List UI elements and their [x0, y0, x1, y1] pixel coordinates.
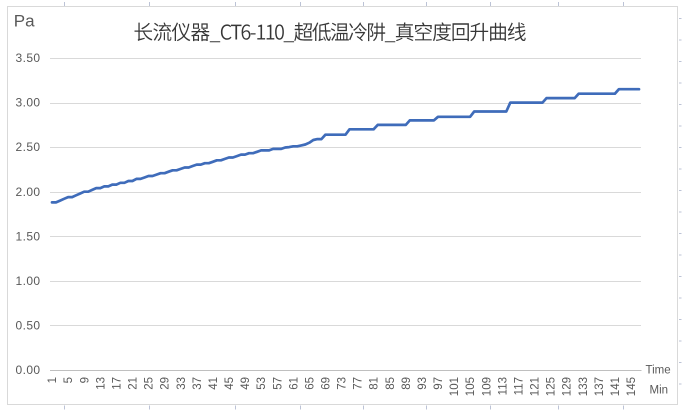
svg-text:61: 61: [288, 377, 300, 390]
svg-text:121: 121: [530, 377, 542, 396]
svg-text:0.00: 0.00: [16, 363, 41, 377]
svg-text:97: 97: [433, 377, 445, 390]
svg-text:145: 145: [626, 377, 638, 396]
svg-text:57: 57: [272, 377, 284, 390]
svg-text:1.50: 1.50: [16, 229, 41, 243]
svg-text:85: 85: [385, 377, 397, 390]
svg-text:3.00: 3.00: [16, 96, 41, 110]
svg-text:2.50: 2.50: [16, 140, 41, 154]
svg-text:49: 49: [240, 377, 252, 390]
svg-text:13: 13: [95, 377, 107, 390]
svg-text:105: 105: [465, 377, 477, 396]
svg-text:109: 109: [481, 377, 493, 396]
svg-text:101: 101: [449, 377, 461, 396]
svg-text:77: 77: [353, 377, 365, 390]
svg-text:129: 129: [562, 377, 574, 396]
svg-text:65: 65: [304, 377, 316, 390]
svg-text:37: 37: [192, 377, 204, 390]
svg-text:3.50: 3.50: [16, 51, 41, 65]
svg-text:33: 33: [176, 377, 188, 390]
svg-text:133: 133: [578, 377, 590, 396]
svg-text:81: 81: [369, 377, 381, 390]
svg-text:89: 89: [401, 377, 413, 390]
svg-text:Min: Min: [650, 385, 669, 397]
svg-text:Pa: Pa: [14, 12, 35, 31]
svg-text:5: 5: [63, 377, 75, 383]
svg-text:117: 117: [514, 377, 526, 395]
svg-text:29: 29: [160, 377, 172, 390]
svg-text:69: 69: [321, 377, 333, 390]
svg-text:0.50: 0.50: [16, 319, 41, 333]
svg-text:17: 17: [111, 377, 123, 390]
svg-text:9: 9: [79, 377, 91, 383]
svg-text:21: 21: [128, 377, 140, 390]
svg-text:141: 141: [610, 377, 622, 396]
svg-text:125: 125: [546, 377, 558, 396]
svg-text:45: 45: [224, 377, 236, 390]
svg-text:73: 73: [337, 377, 349, 390]
svg-text:93: 93: [417, 377, 429, 390]
svg-text:41: 41: [208, 377, 220, 390]
svg-text:2.00: 2.00: [16, 185, 41, 199]
svg-text:53: 53: [256, 377, 268, 390]
svg-text:Time: Time: [646, 365, 671, 377]
svg-text:113: 113: [497, 377, 509, 395]
svg-text:137: 137: [594, 377, 606, 396]
svg-text:1.00: 1.00: [16, 274, 41, 288]
svg-text:1: 1: [47, 377, 59, 383]
svg-text:25: 25: [144, 377, 156, 390]
